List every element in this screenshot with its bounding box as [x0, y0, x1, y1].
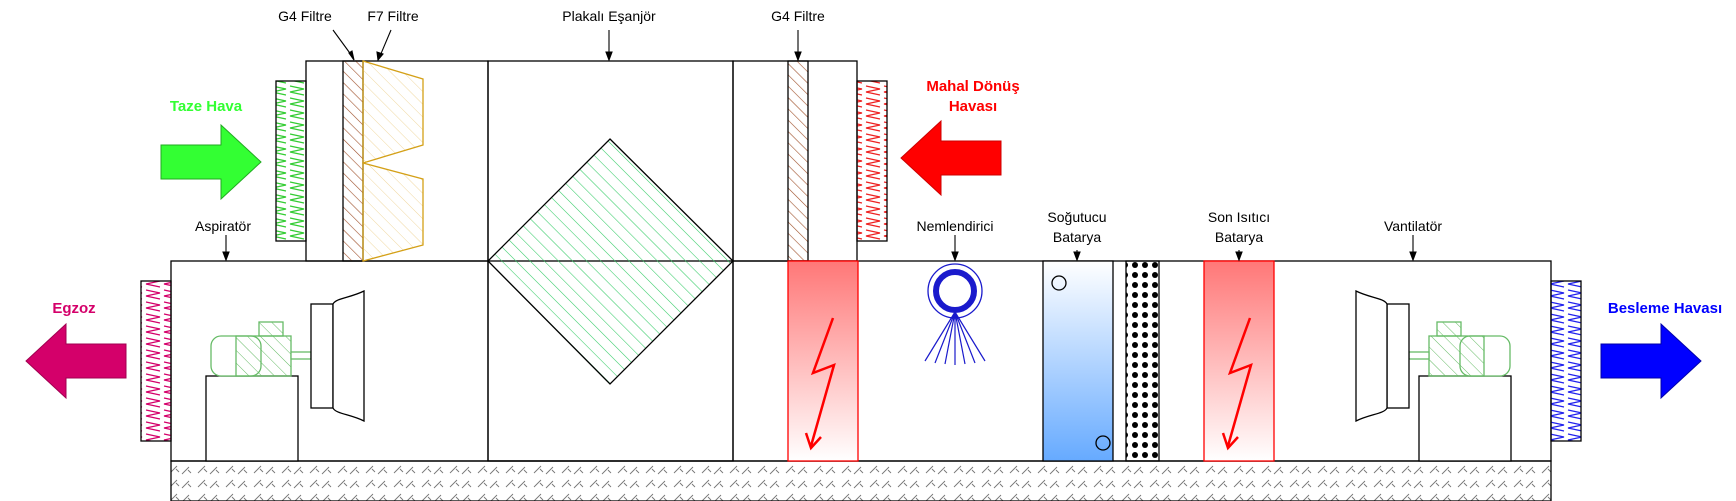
- supply-damper: [1551, 281, 1581, 441]
- pre-heater-coil: [788, 261, 858, 461]
- label-exhaust: Egzoz: [52, 300, 95, 317]
- label-g4-filter-2: G4 Filtre: [771, 8, 825, 24]
- label-g4-filter-1: G4 Filtre: [278, 8, 332, 24]
- reheater-coil: [1204, 261, 1274, 461]
- base-foundation: [171, 461, 1551, 501]
- label-reheater-line2: Batarya: [1215, 229, 1263, 245]
- cooling-coil: [1043, 261, 1113, 461]
- label-supply-air: Besleme Havası: [1608, 300, 1722, 317]
- label-reheater-line1: Son Isıtıcı: [1208, 209, 1270, 225]
- supply-fan: [1356, 291, 1511, 461]
- exhaust-damper: [141, 281, 171, 441]
- label-supply-fan: Vantilatör: [1384, 218, 1442, 234]
- label-return-air-line2: Havası: [949, 98, 997, 115]
- humidifier: [925, 264, 985, 365]
- plate-heat-exchanger: [488, 139, 733, 384]
- label-aspirator: Aspiratör: [195, 218, 251, 234]
- lower-housing: [171, 261, 1551, 461]
- return-air-damper: [857, 81, 887, 241]
- supply-arrow: [1601, 324, 1701, 398]
- fresh-air-arrow: [161, 125, 261, 199]
- g4-filter-1: [343, 61, 363, 261]
- g4-filter-2: [788, 61, 808, 261]
- return-air-arrow: [901, 121, 1001, 195]
- fresh-air-damper: [276, 81, 306, 241]
- exhaust-fan: [206, 291, 364, 461]
- exhaust-arrow: [26, 324, 126, 398]
- label-return-air-line1: Mahal Dönüş: [926, 78, 1019, 95]
- label-cooling-coil-line2: Batarya: [1053, 229, 1101, 245]
- label-cooling-coil-line1: Soğutucu: [1047, 209, 1106, 225]
- label-fresh-air: Taze Hava: [170, 98, 243, 115]
- droplet-eliminator: [1126, 261, 1159, 461]
- label-humidifier: Nemlendirici: [916, 218, 993, 234]
- label-f7-filter: F7 Filtre: [367, 8, 419, 24]
- label-plate-exchanger: Plakalı Eşanjör: [562, 8, 656, 24]
- f7-bag-filter: [363, 61, 423, 261]
